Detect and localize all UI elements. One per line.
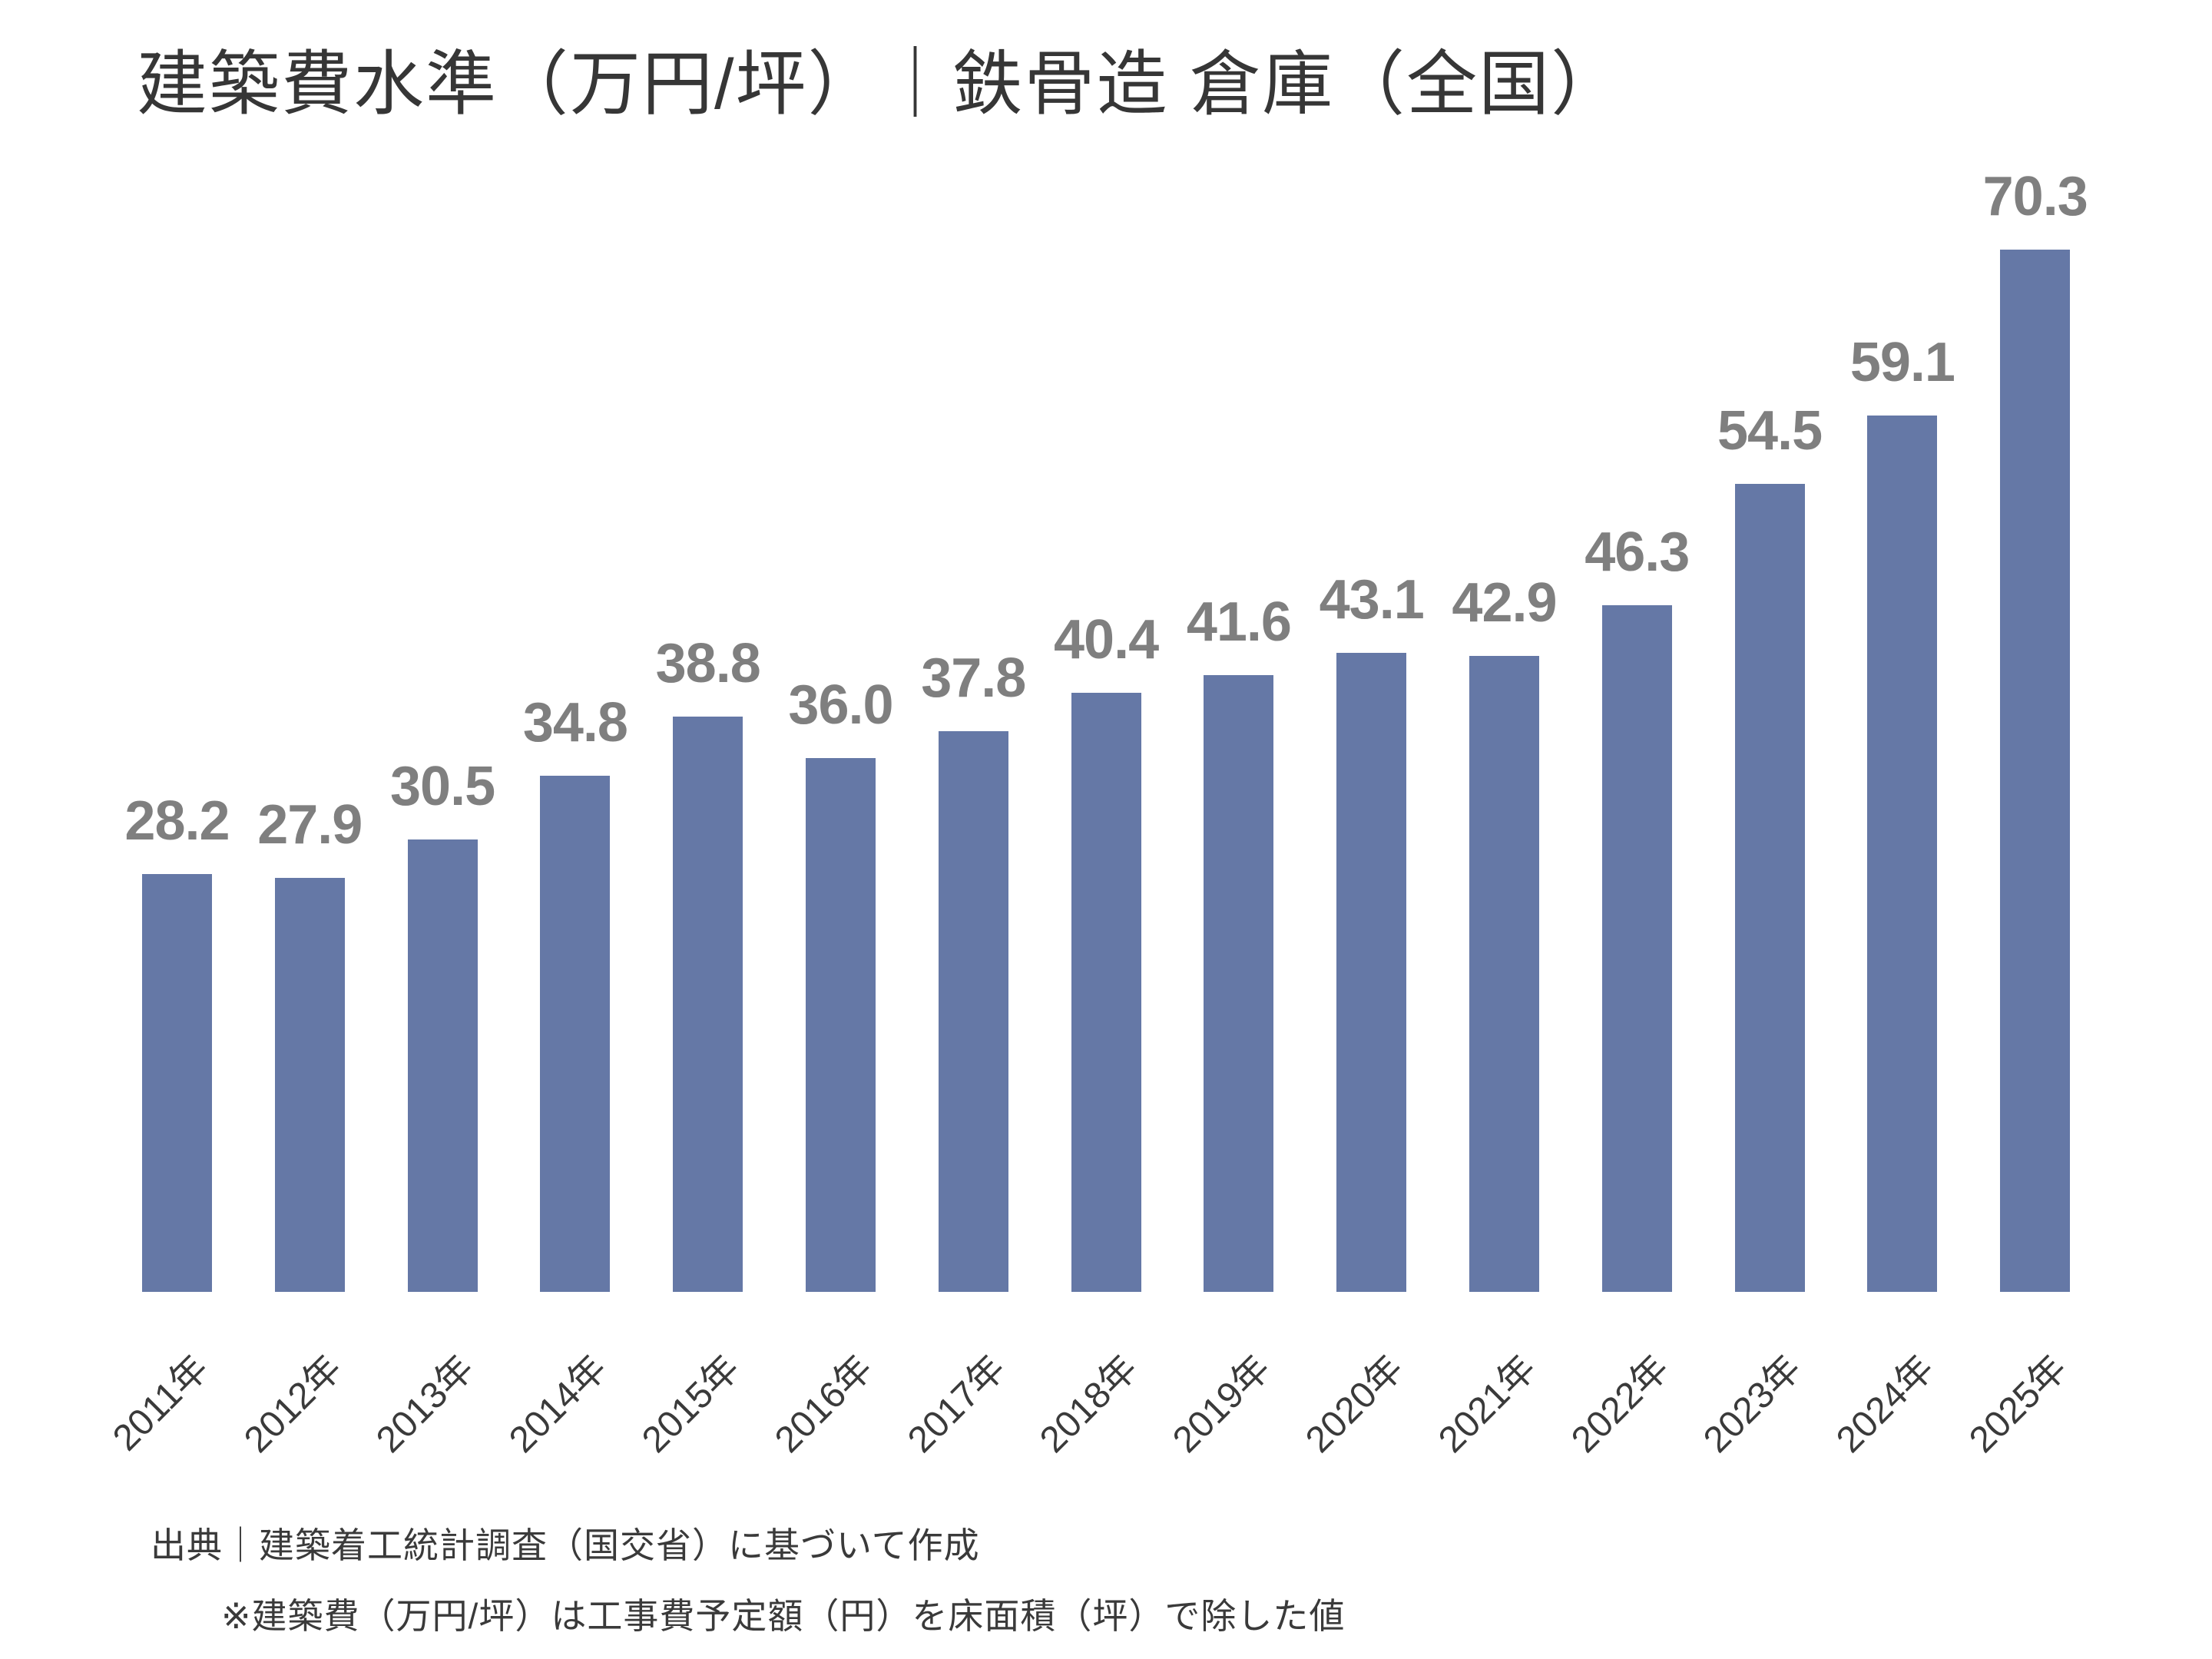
bar bbox=[806, 758, 876, 1292]
x-axis-tick-label: 2021年 bbox=[1430, 1347, 1544, 1461]
x-axis-tick-label: 2015年 bbox=[634, 1347, 748, 1461]
bar bbox=[1336, 653, 1407, 1292]
bar-value-label: 59.1 bbox=[1849, 332, 1955, 394]
x-axis-tick-label: 2013年 bbox=[369, 1347, 482, 1461]
bar bbox=[673, 717, 743, 1292]
bar-value-label: 36.0 bbox=[788, 674, 893, 737]
source-note: 出典｜建築着工統計調査（国交省）に基づいて作成 bbox=[151, 1525, 980, 1565]
bar-value-label: 42.9 bbox=[1452, 571, 1557, 634]
bar bbox=[274, 878, 345, 1292]
bar-value-label: 28.2 bbox=[124, 790, 230, 852]
bar-value-label: 40.4 bbox=[1054, 609, 1159, 671]
x-axis-tick-label: 2017年 bbox=[899, 1347, 1013, 1461]
bar bbox=[1734, 484, 1805, 1292]
bar-value-label: 34.8 bbox=[522, 692, 628, 754]
x-axis-tick-label: 2022年 bbox=[1563, 1347, 1677, 1461]
bar bbox=[407, 839, 478, 1292]
bar-value-label: 38.8 bbox=[655, 633, 761, 695]
x-axis-tick-label: 2019年 bbox=[1165, 1347, 1279, 1461]
chart-title: 建築費水準（万円/坪）｜鉄骨造 倉庫（全国） bbox=[137, 45, 1624, 124]
x-axis-tick-label: 2014年 bbox=[502, 1347, 615, 1461]
x-axis-tick-label: 2011年 bbox=[105, 1347, 217, 1459]
x-axis-tick-label: 2023年 bbox=[1696, 1347, 1810, 1461]
x-axis-tick-label: 2020年 bbox=[1298, 1347, 1412, 1461]
x-axis-tick-label: 2018年 bbox=[1032, 1347, 1146, 1461]
bar bbox=[540, 776, 611, 1292]
bar-value-label: 41.6 bbox=[1186, 591, 1292, 653]
bar bbox=[1071, 693, 1141, 1292]
bar bbox=[1601, 605, 1672, 1292]
bar bbox=[1204, 675, 1274, 1292]
bar bbox=[1867, 416, 1938, 1292]
bar-value-label: 27.9 bbox=[257, 794, 363, 856]
calculation-note: ※建築費（万円/坪）は工事費予定額（円）を床面積（坪）で除した値 bbox=[221, 1596, 1346, 1636]
bar-value-label: 46.3 bbox=[1584, 522, 1690, 584]
x-axis-tick-label: 2024年 bbox=[1829, 1347, 1942, 1461]
bar bbox=[142, 873, 212, 1292]
bar bbox=[938, 731, 1008, 1292]
bar-value-label: 70.3 bbox=[1982, 166, 2088, 227]
x-axis-tick-label: 2025年 bbox=[1962, 1347, 2075, 1461]
bar-value-label: 30.5 bbox=[390, 756, 495, 818]
x-axis-tick-label: 2012年 bbox=[236, 1347, 349, 1461]
bar-value-label: 37.8 bbox=[921, 647, 1026, 710]
bar-value-label: 54.5 bbox=[1717, 400, 1823, 462]
bar-value-label: 43.1 bbox=[1319, 569, 1425, 631]
bar bbox=[2000, 250, 2071, 1292]
bar bbox=[1469, 655, 1539, 1292]
x-axis-tick-label: 2016年 bbox=[767, 1347, 880, 1461]
